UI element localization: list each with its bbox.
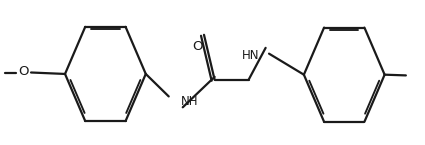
Text: HN: HN — [242, 49, 259, 62]
Text: O: O — [18, 65, 28, 78]
Text: NH: NH — [181, 95, 198, 108]
Text: O: O — [193, 40, 203, 53]
